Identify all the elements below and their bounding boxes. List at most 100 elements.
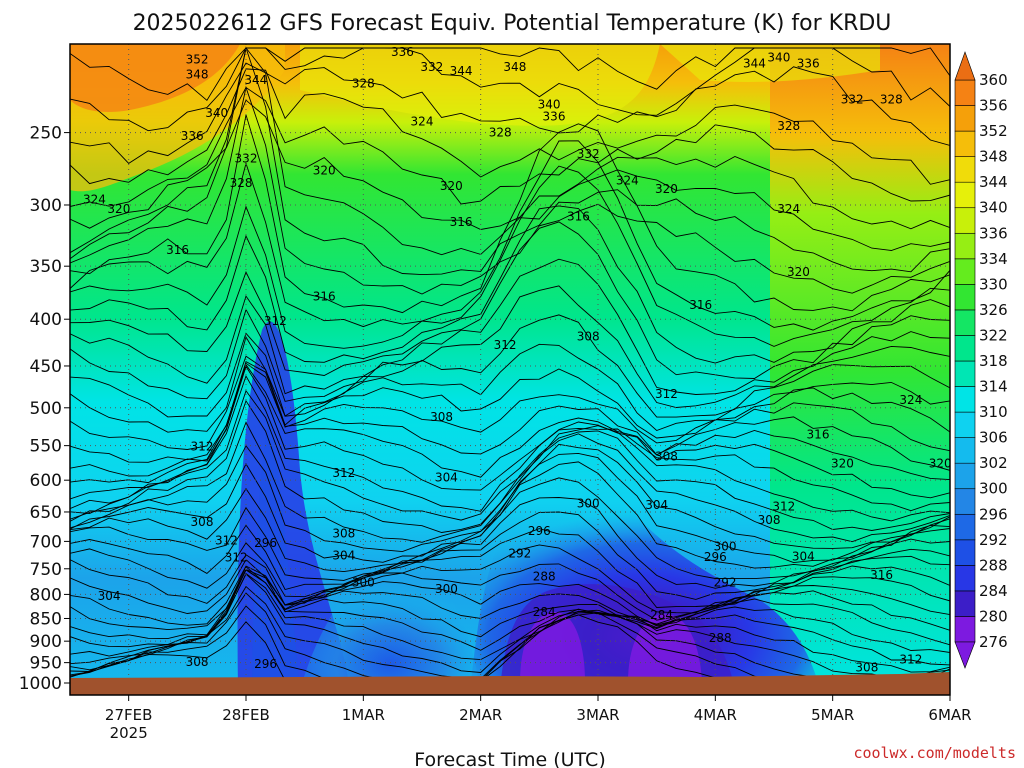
contour-label: 312: [332, 466, 355, 480]
contour-label: 308: [186, 655, 209, 669]
contour-label: 296: [528, 524, 551, 538]
colorbar-label: 306: [979, 429, 1008, 447]
x-axis-title: Forecast Time (UTC): [414, 749, 605, 768]
contour-line: [70, 258, 950, 395]
colorbar-segment: [954, 258, 976, 285]
warm-cap-right: [660, 44, 880, 82]
contour-line: [70, 568, 950, 657]
colorbar-label: 280: [979, 607, 1008, 625]
x-tick-label: 27FEB: [105, 706, 152, 724]
y-tick-label: 250: [30, 124, 62, 144]
colorbar-segment: [954, 156, 976, 183]
contour-label: 340: [767, 51, 790, 65]
contour-line: [70, 573, 950, 673]
colorbar-segment: [954, 335, 976, 362]
contour-label: 308: [855, 661, 878, 675]
colorbar-segment: [954, 513, 976, 541]
contour-label: 340: [205, 106, 228, 120]
y-tick-label: 500: [30, 399, 62, 419]
contour-label: 324: [777, 202, 800, 216]
colorbar-min-arrow: [954, 641, 976, 669]
contour-label: 344: [450, 64, 473, 78]
colorbar-label: 348: [979, 148, 1008, 166]
contour-line: [70, 355, 950, 450]
y-tick-label: 750: [30, 560, 62, 580]
contour-label: 344: [244, 73, 267, 87]
colorbar-label: 360: [979, 71, 1008, 89]
contour-label: 284: [650, 608, 673, 622]
cold-pool-core-b: [628, 614, 702, 682]
contour-line: [70, 205, 950, 364]
y-tick-label: 800: [30, 585, 62, 605]
y-tick-label: 600: [30, 471, 62, 491]
colorbar-label: 326: [979, 301, 1008, 319]
y-tick-label: 950: [30, 654, 62, 674]
contour-label: 348: [186, 68, 209, 82]
y-tick-label: 350: [30, 257, 62, 277]
contour-label: 332: [577, 147, 600, 161]
colorbar-label: 318: [979, 352, 1008, 370]
colorbar-segment: [954, 130, 976, 157]
contour-label: 332: [420, 60, 443, 74]
contour-label: 324: [83, 193, 106, 207]
colorbar-segment: [954, 181, 976, 209]
colorbar-label: 276: [979, 633, 1008, 651]
contour-label: 312: [264, 314, 287, 328]
y-tick-label: 900: [30, 632, 62, 652]
contour-label: 316: [567, 210, 590, 224]
contour-label: 308: [332, 526, 355, 540]
y-tick-label: 700: [30, 532, 62, 552]
contour-label: 352: [186, 53, 209, 67]
contour-label: 304: [332, 548, 355, 562]
contour-label: 312: [191, 439, 214, 453]
contour-line: [70, 566, 950, 631]
contour-label: 336: [797, 56, 820, 70]
credit-text: coolwx.com/modelts: [853, 744, 1016, 762]
contour-label: 304: [435, 471, 458, 485]
contour-label: 304: [98, 589, 121, 603]
colorbar-segment: [954, 207, 976, 234]
warm-cap-left-core: [70, 44, 240, 112]
contour-label: 308: [758, 513, 781, 527]
cold-pool-secondary: [300, 560, 480, 690]
contour-label: 328: [880, 92, 903, 106]
contour-label: 312: [215, 533, 238, 547]
contour-line: [70, 99, 950, 230]
contour-line: [70, 563, 950, 626]
colorbar-segment: [954, 590, 976, 617]
contour-line: [70, 47, 950, 132]
colorbar-label: 296: [979, 505, 1008, 523]
y-tick-label: 450: [30, 357, 62, 377]
contour-line: [70, 165, 950, 349]
x-tick-label: 5MAR: [811, 706, 854, 724]
contour-line: [70, 375, 950, 512]
x-tick-label: 1MAR: [342, 706, 385, 724]
contour-label: 288: [709, 631, 732, 645]
colorbar-segment: [954, 105, 976, 132]
terrain: [70, 672, 950, 695]
contour-label: 308: [191, 515, 214, 529]
colorbar-segment: [954, 411, 976, 438]
contour-label: 296: [704, 550, 727, 564]
y-tick-label: 850: [30, 609, 62, 629]
contour-label: 320: [655, 182, 678, 196]
contour-label: 312: [494, 338, 517, 352]
contour-line: [70, 365, 950, 500]
contour-label: 336: [543, 109, 566, 123]
colorbar-segment: [954, 79, 976, 106]
contour-line: [70, 421, 950, 543]
contour-line: [70, 389, 950, 522]
colorbar-label: 284: [979, 582, 1008, 600]
x-tick-label: 28FEB: [222, 706, 269, 724]
contour-label: 300: [714, 539, 737, 553]
contour-line: [70, 46, 950, 256]
contour-line: [70, 86, 950, 207]
contour-label: 324: [899, 393, 922, 407]
contour-line: [70, 85, 950, 295]
contour-line: [70, 452, 950, 564]
y-tick-label: 1000: [19, 674, 62, 694]
contour-label: 292: [508, 547, 531, 561]
contour-label: 316: [870, 568, 893, 582]
